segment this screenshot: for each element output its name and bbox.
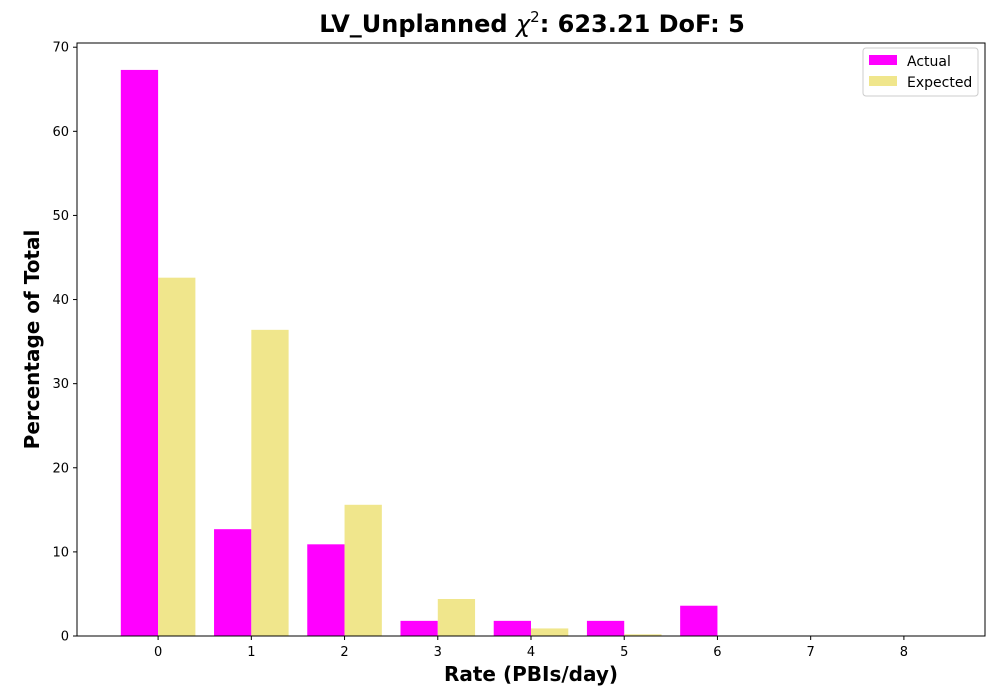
bar-expected-4 xyxy=(531,628,568,636)
bar-expected-3 xyxy=(438,599,475,636)
bar-actual-3 xyxy=(400,621,437,636)
x-tick-label: 6 xyxy=(713,645,721,660)
y-tick-label: 60 xyxy=(52,125,69,140)
bar-actual-6 xyxy=(680,606,717,636)
x-tick-label: 0 xyxy=(154,645,162,660)
legend-label-expected: Expected xyxy=(907,75,972,91)
legend-label-actual: Actual xyxy=(907,54,951,70)
bar-expected-0 xyxy=(158,278,195,636)
legend-swatch-expected xyxy=(869,76,897,86)
plot-frame xyxy=(77,43,985,636)
bar-actual-4 xyxy=(494,621,531,636)
x-axis-title: Rate (PBIs/day) xyxy=(444,662,618,686)
bars-layer xyxy=(121,70,718,636)
x-tick-label: 3 xyxy=(434,645,442,660)
bar-expected-2 xyxy=(345,505,382,636)
y-axis-title: Percentage of Total xyxy=(20,230,44,450)
y-tick-label: 40 xyxy=(52,293,69,308)
x-tick-label: 7 xyxy=(807,645,815,660)
x-tick-label: 4 xyxy=(527,645,535,660)
x-tick-label: 5 xyxy=(620,645,628,660)
y-tick-label: 20 xyxy=(52,461,69,476)
y-tick-label: 10 xyxy=(52,545,69,560)
bar-actual-0 xyxy=(121,70,158,636)
x-tick-label: 2 xyxy=(340,645,348,660)
y-tick-label: 30 xyxy=(52,377,69,392)
chart-title: LV_Unplanned χ2: 623.21 DoF: 5 xyxy=(319,8,745,38)
x-tick-label: 1 xyxy=(247,645,255,660)
bar-actual-5 xyxy=(587,621,624,636)
bar-expected-1 xyxy=(251,330,288,636)
bar-actual-2 xyxy=(307,544,344,636)
legend-swatch-actual xyxy=(869,55,897,65)
chi-exponent: 2 xyxy=(530,8,540,26)
y-tick-label: 70 xyxy=(52,41,69,56)
x-tick-label: 8 xyxy=(900,645,908,660)
y-tick-label: 50 xyxy=(52,209,69,224)
bar-actual-1 xyxy=(214,529,251,636)
chi-symbol: χ xyxy=(514,10,531,38)
y-tick-label: 0 xyxy=(61,630,69,645)
legend: Actual Expected xyxy=(863,48,978,96)
